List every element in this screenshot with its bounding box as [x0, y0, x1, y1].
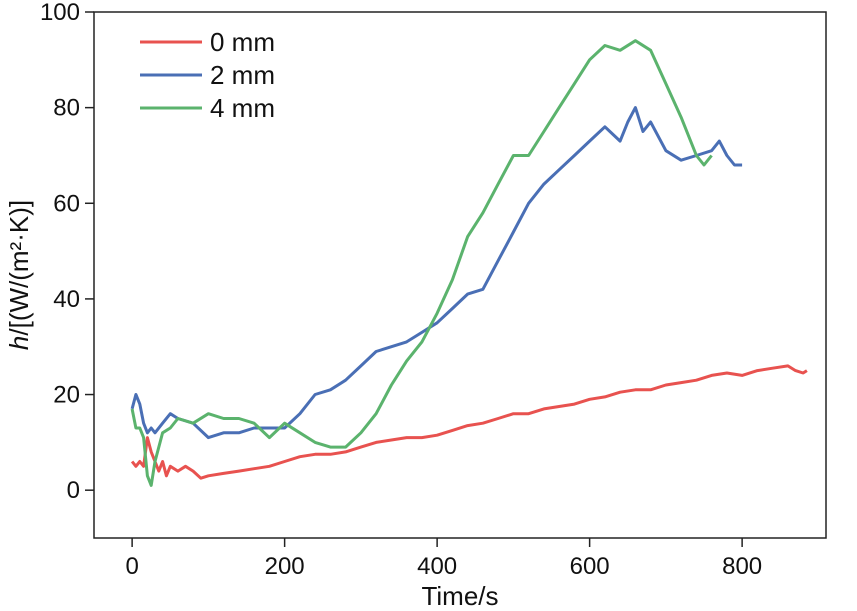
y-axis-title: h/[(W/(m²·K)] [4, 200, 34, 350]
y-axis-title-symbol: h [4, 336, 34, 350]
x-tick-label: 600 [570, 553, 610, 580]
y-axis-title-units: /[(W/(m²·K)] [4, 200, 34, 336]
series-line-3 [130, 39, 713, 487]
legend-label-3: 4 mm [210, 93, 275, 123]
y-tick-label: 20 [53, 382, 80, 409]
x-tick-label: 200 [265, 553, 305, 580]
x-tick-label: 400 [417, 553, 457, 580]
legend-label-2: 2 mm [210, 60, 275, 90]
x-tick-label: 800 [722, 553, 762, 580]
legend-label-1: 0 mm [210, 27, 275, 57]
x-axis-title: Time/s [421, 581, 498, 611]
series-line-1 [130, 364, 808, 480]
y-tick-label: 40 [53, 286, 80, 313]
x-tick-label: 0 [125, 553, 138, 580]
y-tick-label: 0 [67, 477, 80, 504]
y-tick-label: 80 [53, 95, 80, 122]
series-line-2 [130, 106, 743, 440]
y-tick-label: 60 [53, 190, 80, 217]
y-tick-label: 100 [40, 0, 80, 26]
plot-frame [93, 11, 827, 539]
plot-area: 0 200 400 600 800 0 20 40 60 80 100 Time/s h/[(W/(m²… [4, 0, 827, 611]
